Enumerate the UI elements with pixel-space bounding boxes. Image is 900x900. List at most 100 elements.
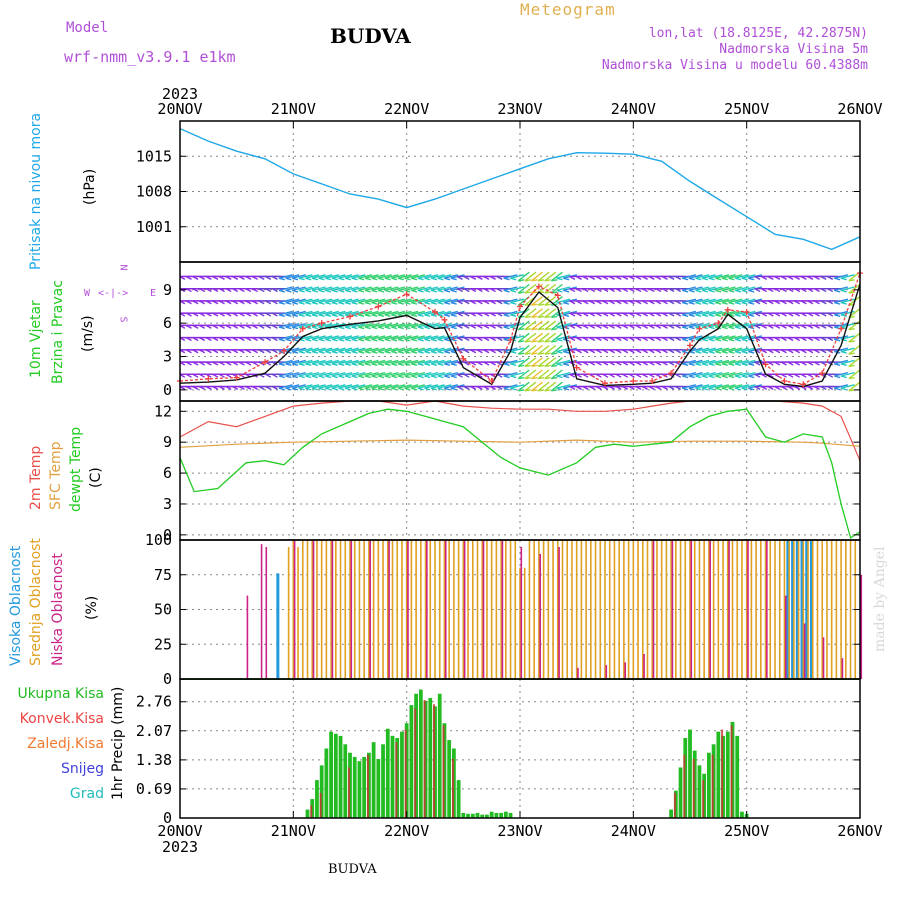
wind-arrow <box>397 298 412 304</box>
wind-arrow-head <box>238 385 245 391</box>
wind-arrow-head <box>635 324 642 329</box>
wind-arrow-head <box>225 337 232 342</box>
wind-gust-marker <box>838 325 845 332</box>
wind-arrow <box>364 335 379 340</box>
precip-total-bar <box>418 689 423 818</box>
wind-arrow <box>344 359 359 365</box>
wind-arrow <box>325 347 340 353</box>
wind-arrow-head <box>463 275 470 280</box>
wind-arrow <box>531 369 543 380</box>
wind-arrow-head <box>715 314 722 318</box>
ytick-label: 0 <box>163 809 172 827</box>
xtick-label-bottom: 24NOV <box>611 822 656 840</box>
wind-arrow-head <box>358 277 365 281</box>
wind-arrow-head <box>827 349 834 354</box>
wind-arrow-head <box>305 338 312 342</box>
legend-conv-rain: Konvek.Kisa <box>19 711 104 727</box>
wind-arrow <box>338 347 353 353</box>
wind-arrow-head <box>820 324 827 329</box>
legend-freezing-rain: Zaledj.Kisa <box>27 736 104 752</box>
wind-arrow <box>510 274 525 279</box>
wind-arrow <box>404 323 419 328</box>
precip-total-bar <box>324 748 329 818</box>
ytick-label: 1.38 <box>136 751 172 769</box>
wind-arrow-head <box>251 312 258 317</box>
wind-arrow-head <box>780 373 787 378</box>
panel-background <box>180 679 860 818</box>
wind-arrow-head <box>655 300 662 305</box>
wind-arrow-head <box>311 301 319 305</box>
wind-arrow <box>531 332 543 343</box>
wind-arrow <box>384 347 399 353</box>
wind-arrow-head <box>575 300 582 305</box>
wind-gust-marker <box>375 303 382 310</box>
ytick-label: 100 <box>145 531 172 549</box>
wind-arrow-head <box>311 375 319 379</box>
wind-arrow-head <box>551 389 558 392</box>
wind-arrow-head <box>827 324 834 329</box>
product-title: Meteogram <box>520 0 616 19</box>
wind-arrow-head <box>456 337 463 342</box>
wind-arrow-head <box>325 375 332 379</box>
wind-arrow-head <box>655 288 662 293</box>
wind-arrow-head <box>575 312 582 317</box>
wind-arrow <box>338 335 353 340</box>
wind-arrow-head <box>569 312 576 317</box>
wind-arrow-head <box>503 277 510 281</box>
wind-arrow <box>384 274 399 279</box>
wind-arrow-head <box>518 364 525 368</box>
wind-arrow-head <box>728 375 735 379</box>
wind-arrow <box>444 384 459 389</box>
wind-arrow-head <box>358 314 365 318</box>
wind-arrow <box>728 384 743 389</box>
wind-arrow-head <box>695 289 702 293</box>
wind-arrow <box>834 274 849 279</box>
wind-arrow <box>550 344 563 355</box>
wind-arrow-head <box>185 349 192 354</box>
wind-arrow-head <box>351 387 358 391</box>
wind-arrow-head <box>245 312 252 317</box>
wind-arrow-head <box>364 375 371 379</box>
wind-arrow-head <box>813 349 820 354</box>
precip-conv-bar <box>348 767 350 818</box>
wind-arrow <box>701 359 716 365</box>
wind-arrow <box>298 286 313 292</box>
wind-arrow <box>430 359 445 365</box>
wind-arrow-head <box>496 288 503 293</box>
compass-north: N <box>117 264 129 271</box>
wind-arrow <box>278 335 293 340</box>
wind-arrow <box>384 286 399 292</box>
wind-arrow-head <box>563 363 570 366</box>
wind-arrow <box>531 357 543 367</box>
wind-arrow <box>834 359 849 365</box>
wind-arrow-head <box>338 350 345 354</box>
wind-arrow <box>391 310 406 316</box>
wind-arrow-head <box>476 312 483 317</box>
wind-arrow-head <box>305 326 312 330</box>
wind-arrow-head <box>787 312 794 317</box>
wind-arrow-head <box>661 288 668 293</box>
wind-arrow-head <box>404 350 411 354</box>
wind-arrow-head <box>463 288 470 293</box>
wind-arrow-head <box>444 301 451 305</box>
wind-arrow <box>695 298 710 304</box>
wind-arrow <box>358 335 373 340</box>
wind-arrow <box>358 274 373 279</box>
wind-arrow <box>682 286 697 292</box>
precip-conv-bar <box>404 729 407 818</box>
wind-arrow-head <box>813 337 820 342</box>
wind-arrow-head <box>537 389 545 392</box>
wind-arrow <box>397 286 412 292</box>
wind-arrow-head <box>834 375 841 379</box>
wind-arrow-head <box>575 288 582 293</box>
wind-arrow-head <box>754 373 761 378</box>
wind-arrow-head <box>615 312 622 317</box>
wind-arrow-head <box>245 361 252 366</box>
wind-arrow-head <box>569 337 576 342</box>
wind-arrow <box>417 384 432 389</box>
wind-arrow-head <box>476 385 483 391</box>
wind-arrow-head <box>358 326 365 330</box>
wind-arrow <box>430 323 445 328</box>
wind-arrow <box>734 347 749 353</box>
